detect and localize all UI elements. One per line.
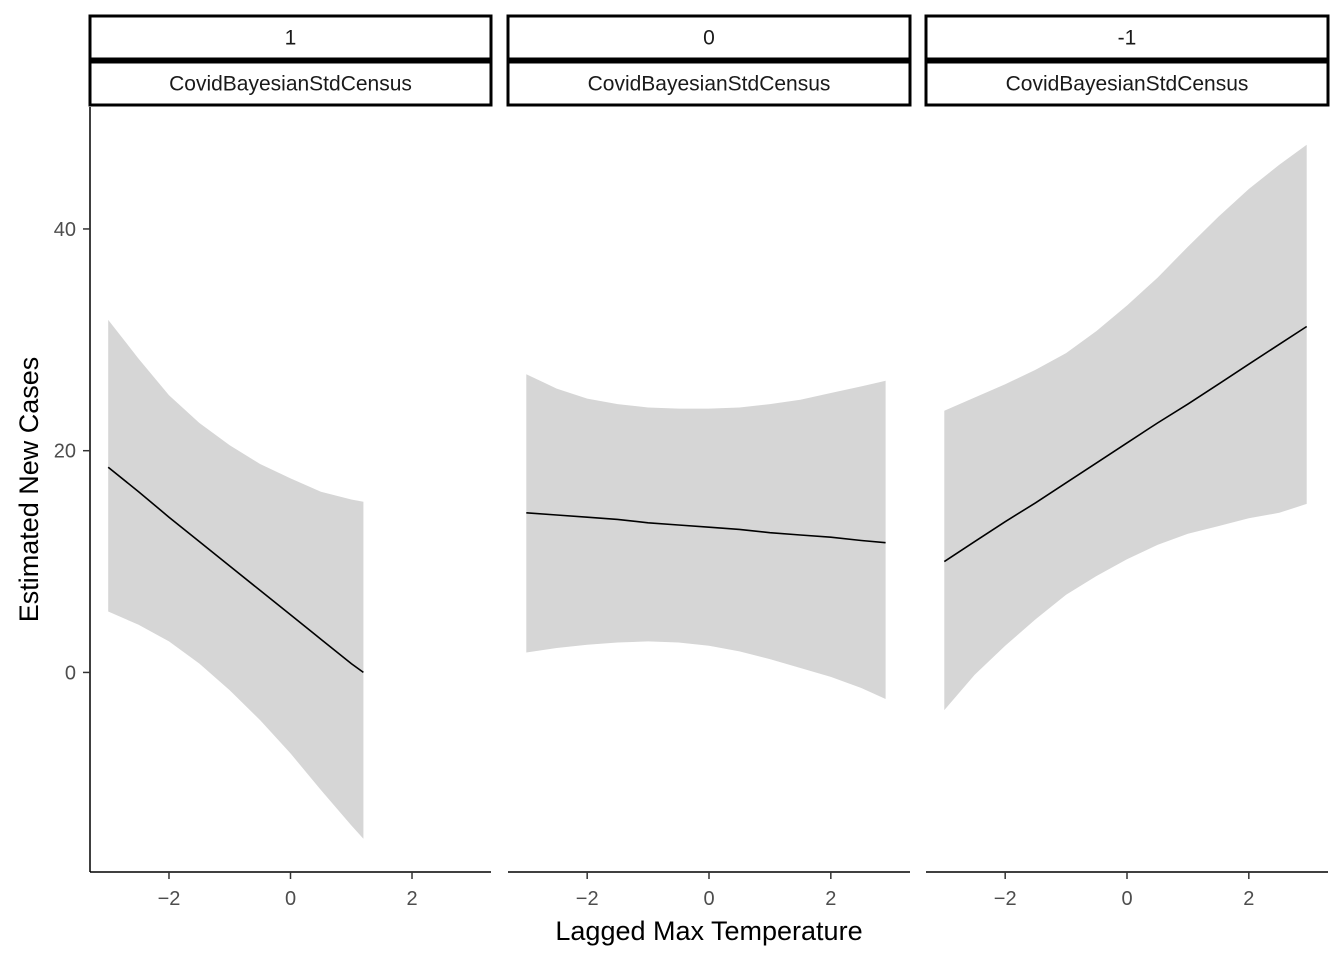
facet-strip-top [88, 14, 493, 61]
fitted-line [107, 466, 364, 674]
x-tick-label: −2 [994, 888, 1017, 910]
facet-strip-bottom-label: CovidBayesianStdCensus [1006, 73, 1249, 96]
confidence-ribbon [108, 319, 364, 839]
facet-strip-top-label: 1 [285, 27, 297, 50]
x-tick-label: 2 [825, 888, 836, 910]
fitted-line [526, 512, 886, 544]
facet-strip-bottom [506, 60, 912, 107]
fitted-line [943, 325, 1308, 563]
y-tick-label: 0 [65, 662, 76, 684]
x-tick-label: 0 [703, 888, 714, 910]
y-tick-label: 40 [54, 219, 76, 241]
x-axis-title: Lagged Max Temperature [555, 916, 862, 946]
x-tick-label: 0 [1121, 888, 1132, 910]
x-tick-label: 0 [285, 888, 296, 910]
facet-strip-bottom-label: CovidBayesianStdCensus [169, 73, 412, 96]
facet-strip-top-label: -1 [1118, 27, 1137, 50]
facet-strip-top-label: 0 [703, 27, 715, 50]
y-tick-label: 20 [54, 441, 76, 463]
x-tick-label: −2 [158, 888, 181, 910]
facet-strip-bottom [88, 60, 493, 107]
facet-strip-bottom [924, 60, 1330, 107]
x-tick-label: −2 [576, 888, 599, 910]
x-tick-label: 2 [1243, 888, 1254, 910]
confidence-ribbon [526, 374, 886, 699]
confidence-ribbon [944, 144, 1307, 711]
x-tick-label: 2 [406, 888, 417, 910]
y-axis-title: Estimated New Cases [14, 357, 44, 623]
facet-strip-bottom-label: CovidBayesianStdCensus [588, 73, 831, 96]
facet-strip-top [506, 14, 912, 61]
facet-strip-top [924, 14, 1330, 61]
